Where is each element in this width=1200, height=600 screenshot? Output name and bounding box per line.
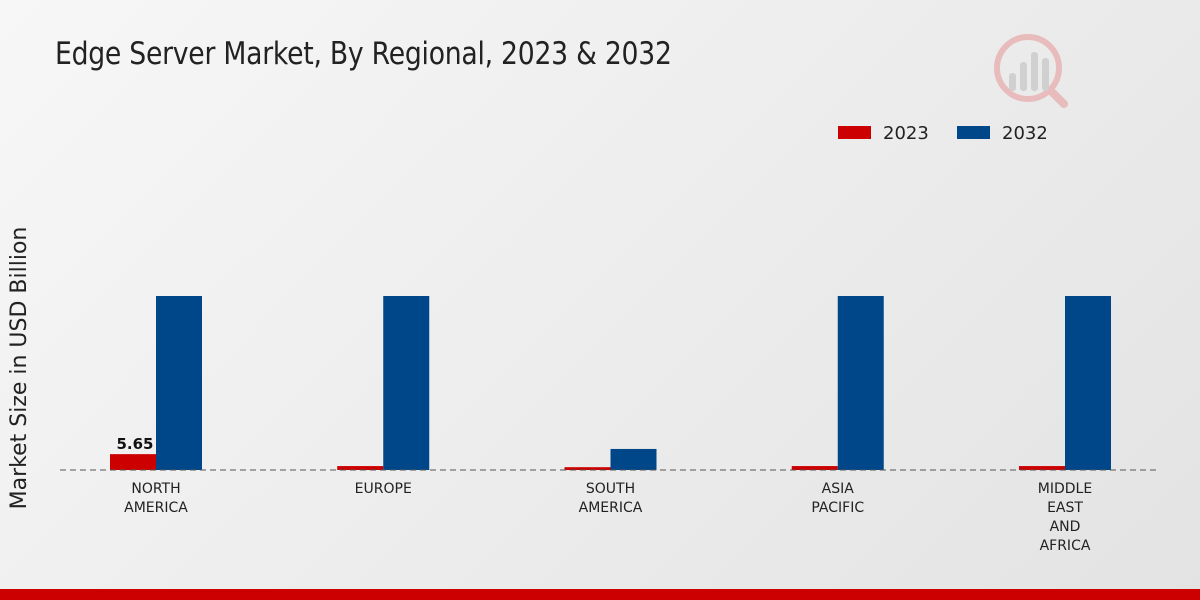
x-axis-labels: NORTH AMERICA EUROPE SOUTH AMERICA ASIA PACIFI… <box>124 481 1092 554</box>
bar-2032-3 <box>837 296 884 470</box>
x-tick-label-0-0: NORTH <box>131 481 180 497</box>
x-tick-label-2-1: AMERICA <box>579 500 643 516</box>
bar-2023-1 <box>337 466 384 470</box>
legend-swatch-2032 <box>957 126 990 139</box>
x-tick-label-4-0: MIDDLE <box>1038 481 1092 497</box>
legend-swatch-2023 <box>838 126 871 139</box>
bar-2032-0 <box>156 296 202 470</box>
legend-label-2032: 2032 <box>1002 123 1048 144</box>
bar-2032-1 <box>383 296 430 470</box>
data-labels: 5.65 <box>116 435 153 453</box>
x-tick-label-4-3: AFRICA <box>1040 538 1091 554</box>
footer-bar <box>0 589 1200 600</box>
bar-2023-2 <box>564 467 611 470</box>
chart-title: Edge Server Market, By Regional, 2023 & … <box>55 36 672 72</box>
bar-2032-2 <box>610 448 657 470</box>
data-label-0: 5.65 <box>116 435 153 453</box>
x-tick-label-4-2: AND <box>1050 519 1081 535</box>
y-axis-label: Market Size in USD Billion <box>7 227 32 510</box>
bar-2023-4 <box>1019 466 1065 470</box>
x-tick-label-3-1: PACIFIC <box>811 500 864 516</box>
x-tick-label-0-1: AMERICA <box>124 500 188 516</box>
bar-2023-0 <box>110 454 156 470</box>
bar-2032-4 <box>1065 296 1111 470</box>
x-tick-label-1-0: EUROPE <box>355 481 412 497</box>
x-tick-label-2-0: SOUTH <box>586 481 635 497</box>
legend-label-2023: 2023 <box>883 123 929 144</box>
x-tick-label-3-0: ASIA <box>822 481 855 497</box>
brand-logo-icon <box>990 28 1072 114</box>
bars <box>110 296 1111 470</box>
x-tick-label-4-1: EAST <box>1047 500 1083 516</box>
bar-2023-3 <box>791 466 838 470</box>
legend: 2023 2032 <box>838 123 1048 144</box>
